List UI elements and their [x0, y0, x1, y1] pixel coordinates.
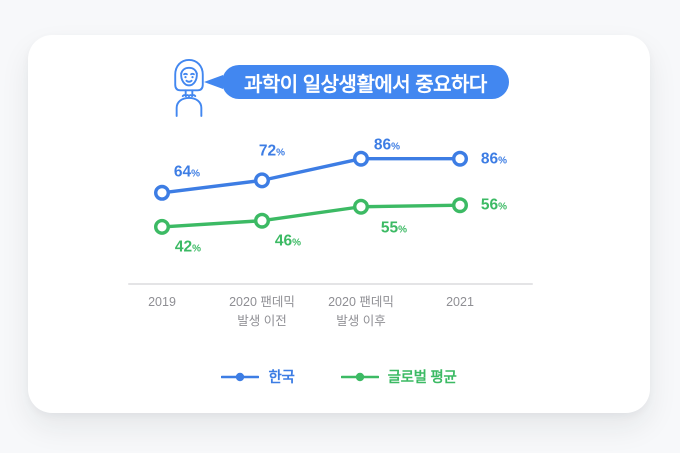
chart-legend: 한국 글로벌 평균 — [28, 366, 650, 387]
speech-bubble: 과학이 일상생활에서 중요하다 — [204, 65, 509, 99]
x-tick-label: 2020 팬데믹 발생 이후 — [328, 295, 394, 328]
series-line-global — [160, 203, 462, 229]
chart-canvas — [153, 150, 469, 235]
content-card: 과학이 일상생활에서 중요하다 64% 72% 86% 86% 42% 46% 55% 56%… — [28, 35, 650, 413]
legend-label-korea: 한국 — [268, 370, 295, 386]
data-label: 72% — [258, 142, 286, 160]
x-tick-label: 2021 — [446, 295, 474, 309]
legend-label-global: 글로벌 평균 — [387, 370, 457, 386]
data-point — [153, 218, 170, 235]
x-axis-line — [128, 283, 533, 285]
data-label: 55% — [380, 219, 408, 236]
data-point — [353, 150, 370, 167]
global-line-swatch-icon — [340, 372, 379, 381]
series-line-korea — [160, 156, 462, 195]
korea-line-swatch-icon — [221, 372, 260, 381]
data-label: 64% — [173, 163, 201, 181]
data-label: 86% — [373, 135, 401, 153]
data-point — [452, 197, 469, 214]
speech-bubble-tail-icon — [204, 75, 223, 89]
data-point — [253, 212, 270, 229]
data-point — [153, 184, 170, 201]
data-label: 86% — [480, 149, 508, 167]
legend-item-korea: 한국 — [221, 366, 295, 387]
data-label: 42% — [174, 238, 202, 256]
chart-title: 과학이 일상생활에서 중요하다 — [244, 73, 487, 96]
woman-avatar-icon — [174, 58, 204, 117]
legend-item-global: 글로벌 평균 — [340, 366, 457, 387]
data-label: 56% — [480, 196, 508, 214]
x-tick-label: 2020 팬데믹 발생 이전 — [229, 295, 295, 328]
data-label: 46% — [274, 231, 302, 249]
data-point — [353, 198, 370, 215]
data-point — [253, 172, 270, 189]
x-tick-label: 2019 — [148, 295, 176, 309]
chart-area: 64% 72% 86% 86% 42% 46% 55% 56% 2019 2020 팬데믹 발생 … — [28, 35, 650, 413]
data-point — [452, 150, 469, 167]
